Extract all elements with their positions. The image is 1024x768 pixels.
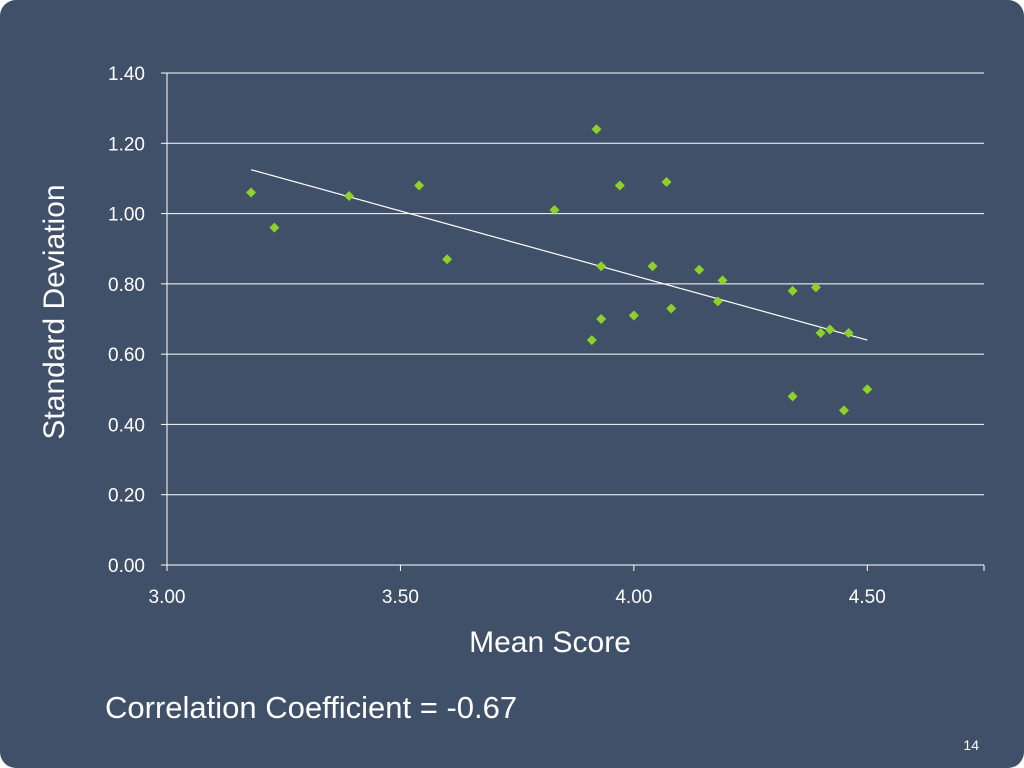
data-point: [246, 187, 257, 198]
y-tick-label: 0.80: [108, 275, 145, 296]
data-point: [647, 261, 658, 272]
data-point: [344, 191, 355, 201]
data-point: [596, 261, 607, 272]
data-point: [596, 314, 607, 324]
scatter-chart: 0.00 0.20 0.40 0.60 0.80 1.00 1.20 1.40 3.00 3.50…: [38, 64, 985, 659]
data-point: [810, 282, 821, 293]
data-point: [591, 124, 602, 135]
y-tick-label: 0.20: [108, 486, 145, 507]
y-tick-label: 1.00: [108, 205, 145, 226]
gridlines: [167, 72, 984, 496]
data-point: [717, 275, 728, 286]
page-number: 14: [963, 737, 979, 753]
data-point: [414, 180, 425, 191]
data-point: [787, 391, 798, 402]
y-tick-label: 0.40: [108, 415, 145, 436]
data-point: [838, 405, 849, 416]
y-tick-label: 1.40: [108, 64, 145, 85]
y-tick-label: 0.60: [108, 345, 145, 366]
y-tick-label: 0.00: [108, 556, 145, 577]
data-point: [628, 310, 639, 321]
correlation-coefficient-text: Correlation Coefficient = -0.67: [105, 690, 518, 725]
data-point: [862, 384, 873, 395]
data-point: [787, 285, 798, 296]
data-point: [815, 328, 826, 339]
x-tick-label: 4.00: [615, 587, 652, 608]
data-point: [824, 324, 835, 335]
data-points: [246, 124, 873, 416]
data-point: [843, 328, 854, 339]
data-point: [549, 205, 560, 216]
tick-labels: 0.00 0.20 0.40 0.60 0.80 1.00 1.20 1.40 3.00 3.50…: [108, 64, 886, 608]
trendline-layer: [250, 169, 868, 341]
data-point: [712, 296, 723, 307]
data-point: [666, 303, 677, 314]
data-point: [661, 176, 672, 187]
data-point: [269, 222, 280, 233]
y-tick-label: 1.20: [108, 134, 145, 155]
x-tick-label: 4.50: [849, 587, 886, 608]
data-point: [442, 254, 453, 265]
data-point: [694, 264, 705, 275]
x-tick-label: 3.50: [382, 587, 419, 608]
x-tick-label: 3.00: [149, 587, 186, 608]
x-axis-title: Mean Score: [469, 626, 631, 659]
trendline: [250, 169, 868, 341]
y-axis-title: Standard Deviation: [38, 184, 71, 439]
axes: [161, 72, 985, 571]
data-point: [586, 335, 597, 346]
data-point: [614, 180, 625, 191]
